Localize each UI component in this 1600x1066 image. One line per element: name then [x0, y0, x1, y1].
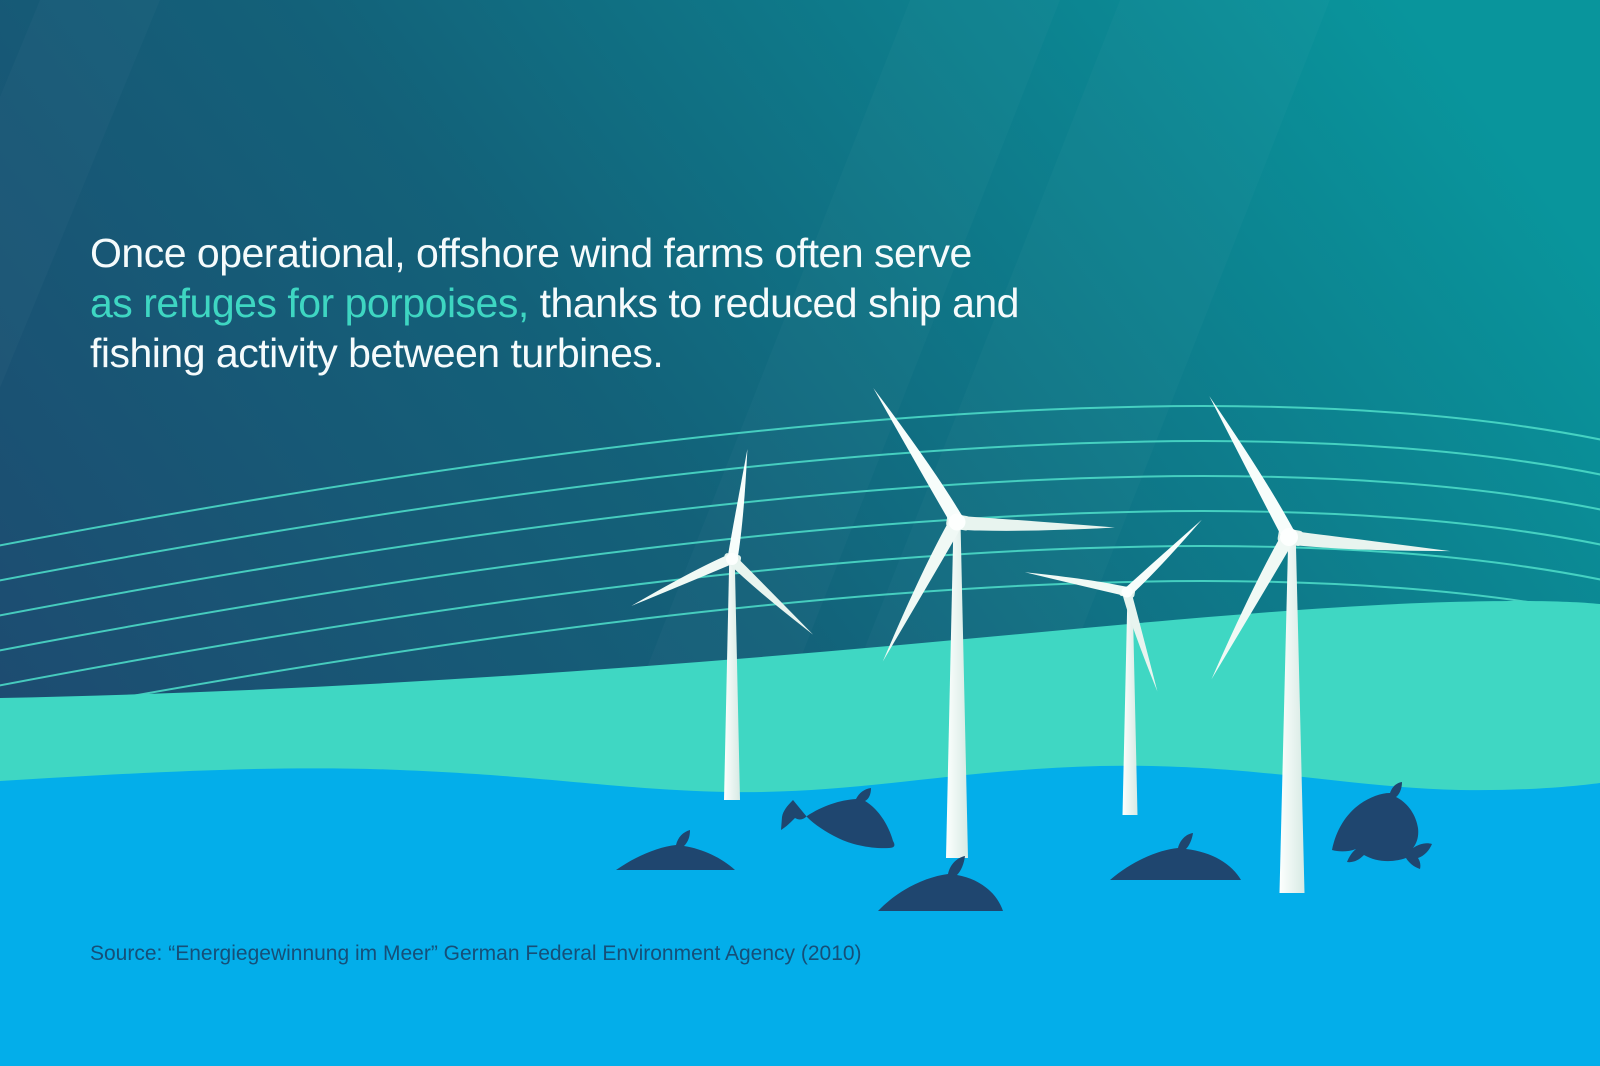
- turbine-hub: [1280, 528, 1298, 546]
- turbine-blade: [956, 515, 1115, 531]
- turbine-tower: [1279, 537, 1305, 893]
- wind-arc-line: [0, 545, 1600, 687]
- turbine-blade: [728, 555, 814, 635]
- headline-line-3: fishing activity between turbines.: [90, 328, 1240, 378]
- headline-highlight: as refuges for porpoises,: [90, 280, 529, 326]
- turbine-tower: [724, 559, 740, 800]
- porpoise-jumping: [1332, 782, 1432, 869]
- wind-turbine-4: [1209, 396, 1451, 893]
- headline-text: Once operational, offshore wind farms of…: [90, 230, 972, 276]
- wind-arc-line: [0, 475, 1600, 617]
- turbine-blade: [873, 388, 964, 526]
- wind-arc-line: [0, 440, 1600, 582]
- porpoise-surfacing-right: [1110, 833, 1241, 880]
- turbine-blade: [1211, 533, 1295, 680]
- sea: [0, 765, 1600, 1066]
- porpoise-surfacing-left: [616, 830, 735, 870]
- wind-arc-line: [0, 580, 1600, 722]
- porpoise-surfacing-center: [878, 856, 1003, 911]
- headline-text: thanks to reduced ship and: [528, 280, 1020, 326]
- turbine-tower: [1122, 592, 1138, 815]
- headline: Once operational, offshore wind farms of…: [90, 228, 1240, 378]
- turbine-blade: [1288, 530, 1451, 552]
- source-attribution: Source: “Energiegewinnung im Meer” Germa…: [90, 942, 862, 965]
- turbine-blade: [727, 449, 748, 560]
- turbine-hub: [948, 513, 966, 531]
- turbine-hub: [1121, 586, 1133, 598]
- porpoise-diving: [781, 788, 895, 849]
- headline-line-2: as refuges for porpoises, thanks to redu…: [90, 278, 1240, 328]
- turbine-blade: [1124, 519, 1202, 596]
- headline-text: fishing activity between turbines.: [90, 330, 664, 376]
- wind-arc-line: [0, 405, 1600, 547]
- turbine-blade: [1209, 396, 1296, 541]
- headline-line-1: Once operational, offshore wind farms of…: [90, 228, 1240, 278]
- turbine-tower: [946, 522, 968, 858]
- turbine-blade: [1122, 590, 1158, 692]
- turbine-hub: [726, 553, 738, 565]
- turbine-blade: [1024, 572, 1128, 597]
- turbine-blade: [631, 554, 734, 606]
- wind-turbine-1: [631, 449, 814, 800]
- wind-turbine-3: [1024, 519, 1202, 815]
- turbine-blade: [882, 518, 963, 662]
- wind-turbine-2: [873, 388, 1115, 858]
